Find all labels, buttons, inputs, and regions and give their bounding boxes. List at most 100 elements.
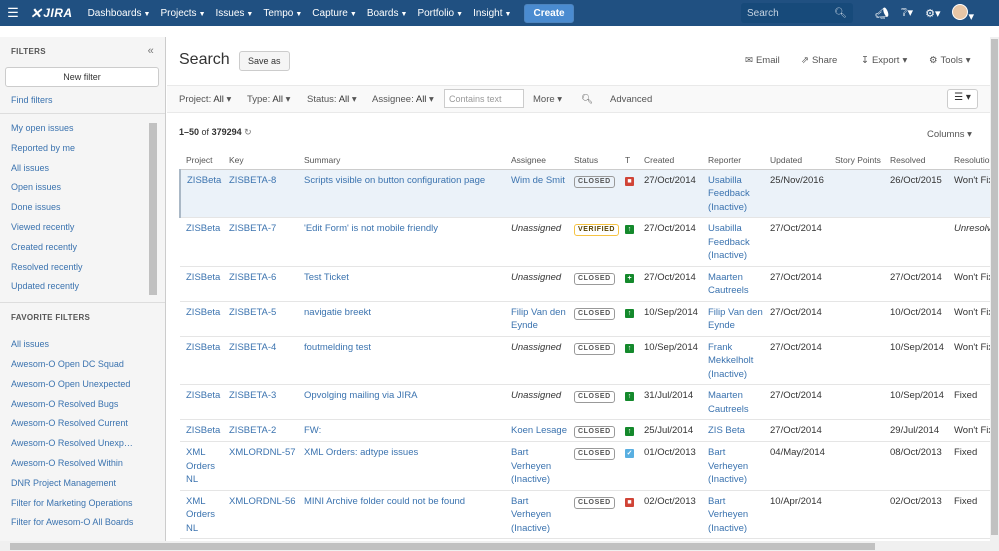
nav-projects[interactable]: Projects ▼ <box>160 7 206 19</box>
favorite-filter[interactable]: Awesom-O Open Unexpected <box>11 378 131 389</box>
favorite-filter[interactable]: Filter for Marketing Operations <box>11 497 133 508</box>
project-cell[interactable]: ZISBeta <box>180 217 223 267</box>
text-search-input[interactable]: Contains text <box>444 89 524 108</box>
nav-boards[interactable]: Boards ▼ <box>366 7 408 19</box>
assignee-cell[interactable]: Filip Van den Eynde <box>505 301 568 337</box>
summary-link[interactable]: Test Ticket <box>298 266 505 302</box>
issue-key-link[interactable]: ZISBETA-6 <box>223 266 298 302</box>
column-header[interactable]: Status <box>568 151 619 170</box>
table-row[interactable]: ZISBeta ZISBETA-2 FW: Koen Lesage CLOSED ↑ 25/… <box>180 419 999 442</box>
project-cell[interactable]: XML Orders NL <box>180 441 223 491</box>
table-row[interactable]: XML Orders NL XMLORDNL-57 XML Orders: adty… <box>180 441 999 491</box>
favorite-filter[interactable]: All issues <box>11 339 50 350</box>
issue-key-link[interactable]: XMLORDNL-57 <box>223 441 298 491</box>
export-button[interactable]: ↧ Export ▾ <box>861 55 908 66</box>
column-header[interactable]: Project <box>180 151 223 170</box>
column-header[interactable]: Reporter <box>702 151 764 170</box>
table-row[interactable]: ZISBeta ZISBETA-7 'Edit Form' is not mobil… <box>180 217 999 267</box>
horizontal-scrollbar[interactable] <box>0 541 999 551</box>
filter-updated-recently[interactable]: Updated recently <box>11 281 80 292</box>
issue-key-link[interactable]: ZISBETA-7 <box>223 217 298 267</box>
assignee-cell[interactable]: Bart Verheyen (Inactive) <box>505 490 568 539</box>
refresh-icon[interactable]: ↻ <box>244 127 252 137</box>
reporter-cell[interactable]: Filip Van den Eynde <box>702 301 764 337</box>
column-header[interactable]: Updated <box>764 151 829 170</box>
project-cell[interactable]: ZISBeta <box>180 336 223 385</box>
collapse-sidebar-icon[interactable]: « <box>147 45 154 57</box>
create-button[interactable]: Create <box>524 3 574 23</box>
project-cell[interactable]: XML Orders NL <box>180 490 223 539</box>
nav-insight[interactable]: Insight ▼ <box>473 7 512 19</box>
favorite-filter[interactable]: Awesom-O Resolved Bugs <box>11 398 119 409</box>
filter-all-issues[interactable]: All issues <box>11 162 50 173</box>
reporter-cell[interactable]: Maarten Cautreels <box>702 266 764 302</box>
table-row[interactable]: ZISBeta ZISBETA-5 navigatie breekt Filip Va… <box>180 301 999 337</box>
help-icon[interactable]: ❔︎▾ <box>900 7 914 19</box>
table-row[interactable]: XML Orders NL XMLORDNL-56 MINI Archive fol… <box>180 490 999 539</box>
summary-link[interactable]: XML Orders: adtype issues <box>298 441 505 491</box>
favorite-filter[interactable]: Filter for Awesom-O All Boards <box>11 517 134 528</box>
issue-key-link[interactable]: ZISBETA-4 <box>223 336 298 385</box>
summary-link[interactable]: Scripts visible on button configuration … <box>298 169 505 218</box>
table-row[interactable]: ZISBeta ZISBETA-4 foutmelding test Unassign… <box>180 336 999 385</box>
summary-link[interactable]: navigatie breekt <box>298 301 505 337</box>
filter-done-issues[interactable]: Done issues <box>11 202 61 213</box>
column-header[interactable]: Resolved <box>884 151 948 170</box>
table-row[interactable]: ZISBeta ZISBETA-3 Opvolging mailing via JI… <box>180 384 999 420</box>
type-criteria[interactable]: Type: All ▾ <box>247 94 291 105</box>
reporter-cell[interactable]: Maarten Cautreels <box>702 384 764 420</box>
assignee-cell[interactable]: Koen Lesage <box>505 419 568 442</box>
filter-open-issues[interactable]: Open issues <box>11 182 62 193</box>
column-header[interactable]: Assignee <box>505 151 568 170</box>
gear-icon[interactable]: ⚙︎▾ <box>925 7 941 20</box>
column-header[interactable]: T <box>619 151 638 170</box>
status-criteria[interactable]: Status: All ▾ <box>307 94 357 105</box>
project-cell[interactable]: ZISBeta <box>180 419 223 442</box>
reporter-cell[interactable]: Bart Verheyen (Inactive) <box>702 441 764 491</box>
summary-link[interactable]: foutmelding test <box>298 336 505 385</box>
nav-dashboards[interactable]: Dashboards ▼ <box>87 7 151 19</box>
issue-key-link[interactable]: ZISBETA-2 <box>223 419 298 442</box>
user-avatar[interactable]: ▾ <box>952 3 974 23</box>
project-cell[interactable]: ZISBeta <box>180 301 223 337</box>
summary-link[interactable]: FW: <box>298 419 505 442</box>
reporter-cell[interactable]: Frank Mekkelholt (Inactive) <box>702 336 764 385</box>
assignee-cell[interactable]: Bart Verheyen (Inactive) <box>505 441 568 491</box>
project-criteria[interactable]: Project: All ▾ <box>179 94 232 105</box>
tools-button[interactable]: ⚙︎ Tools ▾ <box>929 55 971 66</box>
column-header[interactable]: Key <box>223 151 298 170</box>
email-button[interactable]: ✉︎ Email <box>745 55 780 66</box>
share-button[interactable]: ⇗ Share <box>801 55 838 66</box>
search-input[interactable]: Search 🔍︎ <box>741 3 853 23</box>
columns-button[interactable]: Columns ▾ <box>927 129 972 140</box>
nav-capture[interactable]: Capture ▼ <box>312 7 357 19</box>
favorite-filter[interactable]: Awesom-O Resolved Within <box>11 457 123 468</box>
issue-key-link[interactable]: ZISBETA-8 <box>223 169 298 218</box>
nav-portfolio[interactable]: Portfolio ▼ <box>417 7 464 19</box>
filter-created-recently[interactable]: Created recently <box>11 241 78 252</box>
reporter-cell[interactable]: Bart Verheyen (Inactive) <box>702 490 764 539</box>
layout-switcher-button[interactable]: ☰ ▾ <box>947 89 978 109</box>
summary-link[interactable]: MINI Archive folder could not be found <box>298 490 505 539</box>
issue-key-link[interactable]: ZISBETA-3 <box>223 384 298 420</box>
reporter-cell[interactable]: Usabilla Feedback (Inactive) <box>702 169 764 218</box>
column-header[interactable]: Resolution <box>948 151 999 170</box>
assignee-cell[interactable]: Wim de Smit <box>505 169 568 218</box>
filter-resolved-recently[interactable]: Resolved recently <box>11 261 83 272</box>
favorite-filter[interactable]: DNR Project Management <box>11 477 117 488</box>
sidebar-scrollbar[interactable] <box>149 123 157 295</box>
column-header[interactable]: Summary <box>298 151 505 170</box>
find-filters-link[interactable]: Find filters <box>11 95 53 105</box>
jira-logo[interactable]: ✕ JIRA <box>30 4 73 21</box>
summary-link[interactable]: Opvolging mailing via JIRA <box>298 384 505 420</box>
project-cell[interactable]: ZISBeta <box>180 266 223 302</box>
table-row[interactable]: ZISBeta ZISBETA-6 Test Ticket Unassigned CLO… <box>180 266 999 302</box>
favorite-filter[interactable]: Awesom-O Resolved Unexpected <box>11 438 146 449</box>
column-header[interactable]: Created <box>638 151 702 170</box>
filter-viewed-recently[interactable]: Viewed recently <box>11 221 75 232</box>
issue-key-link[interactable]: ZISBETA-5 <box>223 301 298 337</box>
more-criteria-button[interactable]: More ▾ <box>533 94 563 105</box>
vertical-scrollbar[interactable] <box>990 37 999 541</box>
save-as-button[interactable]: Save as <box>239 51 290 71</box>
megaphone-icon[interactable]: 📣︎ <box>874 7 889 20</box>
